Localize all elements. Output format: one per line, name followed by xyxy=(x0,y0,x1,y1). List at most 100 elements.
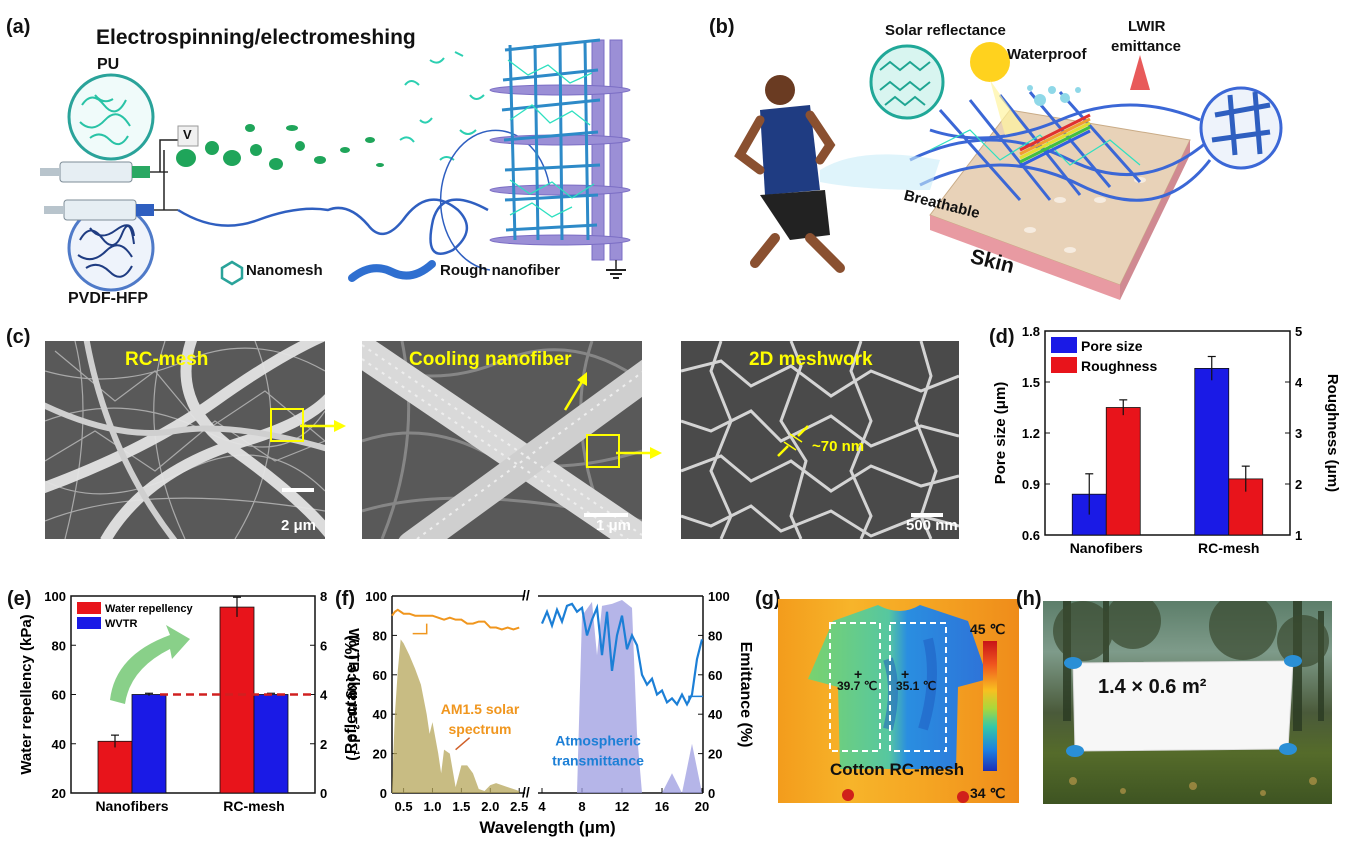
scale-1um: 1 μm xyxy=(596,517,632,534)
atm-annotation-2: transmittance xyxy=(552,752,644,768)
y-axis-label-right: WVTR (kg m⁻² d⁻¹) xyxy=(345,628,362,760)
zoom-circle-right xyxy=(1199,86,1283,170)
bar-wvtr xyxy=(253,694,289,794)
xtick-label: 8 xyxy=(578,799,585,814)
rough-nanofiber-icon xyxy=(348,260,436,282)
axis-break: // xyxy=(522,587,530,603)
xtick-label: 0.5 xyxy=(395,799,413,814)
legend-swatch xyxy=(77,617,101,629)
y-axis-label-left: Water repellency (kPa) xyxy=(18,614,35,774)
rc-mesh-title: RC-mesh xyxy=(125,349,209,370)
legend-rough-nanofiber: Rough nanofiber xyxy=(440,262,560,279)
lwir-label-2: emittance xyxy=(1111,38,1182,55)
legend-swatch xyxy=(1051,357,1077,373)
ytick-label-left: 60 xyxy=(52,688,66,703)
ytick-label-left: 1.2 xyxy=(1022,426,1040,441)
pu-label: PU xyxy=(97,56,120,73)
xtick-label: 2.0 xyxy=(481,799,499,814)
category-label: RC-mesh xyxy=(1198,540,1259,556)
ytick-label-right: 4 xyxy=(320,688,328,703)
chart-e: 20 40 60 80 100 0 2 4 6 8 Nanofibers RC-mesh Water r… xyxy=(18,589,362,814)
arrow-cooling xyxy=(563,372,587,411)
atmospheric-transmittance-area xyxy=(542,599,702,793)
ytick-label-left: 100 xyxy=(365,589,387,604)
scale-2um: 2 μm xyxy=(281,517,317,534)
nanomesh-icon xyxy=(220,260,244,286)
y-axis-label-right: Roughness (μm) xyxy=(1324,374,1341,492)
thermal-image: + + xyxy=(778,599,1019,803)
voltage-label: V xyxy=(183,127,192,142)
bar-water-repellency xyxy=(219,606,255,794)
category-label: RC-mesh xyxy=(223,798,284,814)
bar-wvtr xyxy=(131,694,167,794)
bar-pore-size xyxy=(1194,368,1230,536)
ytick-label-right: 2 xyxy=(320,737,327,752)
ytick-label-left: 60 xyxy=(373,668,387,683)
scale-500nm: 500 nm xyxy=(906,517,958,534)
cooling-nanofiber-title: Cooling nanofiber xyxy=(409,349,572,370)
legend-nanomesh: Nanomesh xyxy=(246,262,323,279)
panel-label-d: (d) xyxy=(989,326,1015,348)
bar-roughness xyxy=(1228,478,1264,536)
runner-figure xyxy=(734,75,845,273)
xtick-label: 2.5 xyxy=(510,799,528,814)
emittance-line xyxy=(540,602,704,707)
axis-break: // xyxy=(522,784,530,800)
ytick-label-left: 1.5 xyxy=(1022,375,1040,390)
panel-a-illustration xyxy=(40,38,631,292)
solar-annotation-1: AM1.5 solar xyxy=(441,701,520,717)
arrow-1 xyxy=(300,420,346,432)
xtick-label: 1.0 xyxy=(423,799,441,814)
ytick-label-right: 3 xyxy=(1295,426,1302,441)
xtick-label: 12 xyxy=(615,799,629,814)
reflectance-line xyxy=(391,608,520,631)
ytick-label-left: 0 xyxy=(380,786,387,801)
x-axis-label: Wavelength (μm) xyxy=(479,818,615,837)
trend-arrow-icon xyxy=(110,625,190,704)
thermal-caption: Cotton RC-mesh xyxy=(830,760,965,779)
ytick-label-right: 80 xyxy=(708,628,722,643)
y-axis-label-left: Pore size (μm) xyxy=(992,382,1009,485)
ytick-label-right: 5 xyxy=(1295,325,1302,339)
panel-a-title: Electrospinning/electromeshing xyxy=(96,26,416,49)
zoom-circle-left xyxy=(869,44,945,120)
waterproof-label: Waterproof xyxy=(1007,46,1087,63)
panel-label-b: (b) xyxy=(709,16,735,38)
ytick-label-right: 2 xyxy=(1295,477,1302,492)
panel-label-g: (g) xyxy=(755,588,781,610)
svg-text:+: + xyxy=(901,666,909,682)
category-label: Nanofibers xyxy=(95,798,168,814)
legend-label: WVTR xyxy=(105,618,137,630)
y-axis-label-right: Emittance (%) xyxy=(737,642,754,748)
temp-label-1: 39.7 ℃ xyxy=(837,679,878,693)
sem-image-rc-mesh xyxy=(45,341,325,539)
solar-annotation-2: spectrum xyxy=(448,721,511,737)
reflectance-axis-arrow xyxy=(412,623,428,635)
ytick-label-left: 40 xyxy=(52,737,66,752)
color-scale-bar xyxy=(983,641,997,771)
ytick-label-right: 8 xyxy=(320,589,327,604)
legend-label: Pore size xyxy=(1081,338,1143,354)
shirt-shape xyxy=(808,605,988,769)
category-label: Nanofibers xyxy=(1070,540,1143,556)
ytick-label-right: 0 xyxy=(708,786,715,801)
ytick-label-left: 100 xyxy=(44,589,66,604)
bar-roughness xyxy=(1105,407,1141,536)
chart-d: 0.6 0.9 1.2 1.5 1.8 1 2 3 4 5 Nanofibers RC-mesh Por… xyxy=(992,325,1341,556)
ytick-label-left: 80 xyxy=(52,638,66,653)
ytick-label-right: 20 xyxy=(708,747,722,762)
ytick-label-left: 1.8 xyxy=(1022,325,1040,339)
ytick-label-right: 0 xyxy=(320,786,327,801)
ytick-label-left: 20 xyxy=(52,786,66,801)
ytick-label-right: 60 xyxy=(708,668,722,683)
ytick-label-right: 6 xyxy=(320,638,327,653)
solar-reflectance-label: Solar reflectance xyxy=(885,22,1006,39)
xtick-label: 20 xyxy=(695,799,709,814)
photo-large-fabric xyxy=(1043,601,1332,804)
xtick-label: 1.5 xyxy=(452,799,470,814)
legend-swatch xyxy=(77,602,101,614)
ytick-label-left: 0.6 xyxy=(1022,528,1040,543)
legend-swatch xyxy=(1051,337,1077,353)
temp-label-2: 35.1 ℃ xyxy=(896,679,937,693)
